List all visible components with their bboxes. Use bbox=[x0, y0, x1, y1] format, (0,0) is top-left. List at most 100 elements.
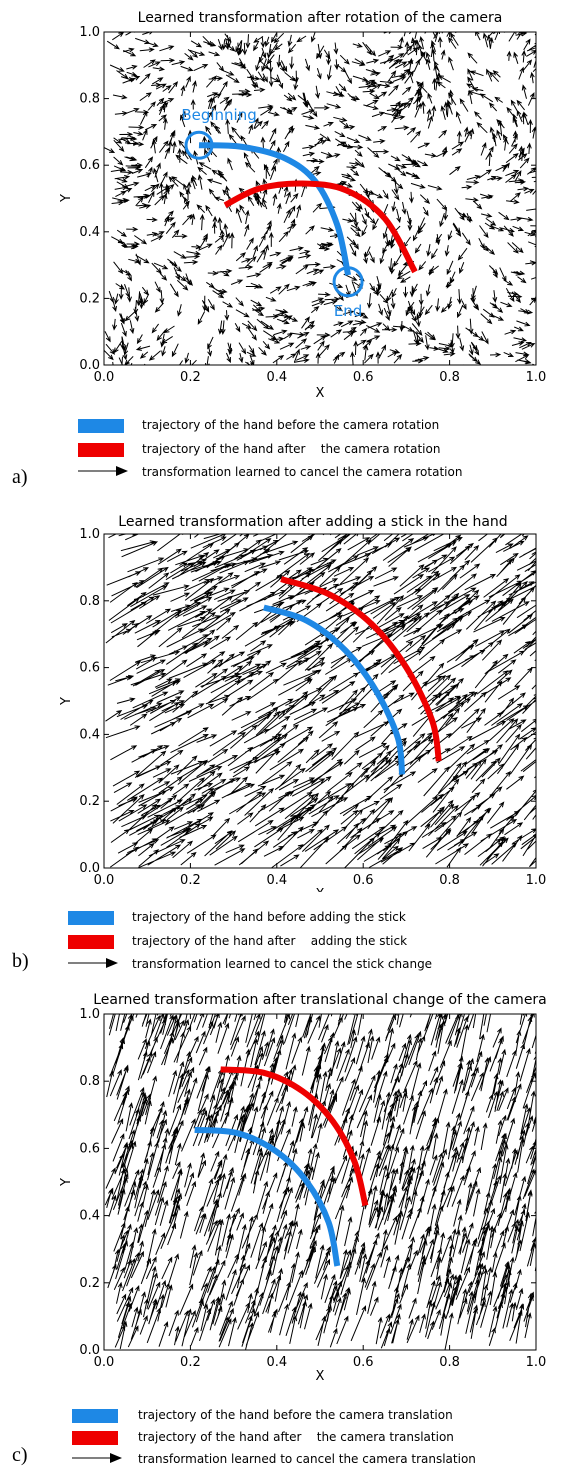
legend-label: trajectory of the hand before the camera… bbox=[138, 1408, 453, 1422]
trajectory-before bbox=[194, 1126, 341, 1267]
legend-label: trajectory of the hand after the camera … bbox=[142, 442, 441, 456]
y-tick-label: 0.4 bbox=[79, 727, 100, 742]
panel-label: a) bbox=[12, 466, 28, 488]
panel-a: Learned transformation after rotation of… bbox=[0, 0, 569, 500]
legend-swatch bbox=[72, 1431, 118, 1445]
y-tick-label: 0.0 bbox=[79, 358, 100, 373]
x-tick-label: 0.2 bbox=[180, 1355, 201, 1370]
trajectory-after bbox=[220, 1066, 369, 1207]
y-tick-label: 0.6 bbox=[79, 158, 100, 173]
x-tick-label: 1.0 bbox=[526, 370, 547, 385]
legend-label: trajectory of the hand before adding the… bbox=[132, 910, 406, 924]
legend-swatch bbox=[78, 419, 124, 433]
x-tick-label: 0.4 bbox=[266, 873, 287, 888]
y-tick-label: 0.8 bbox=[79, 92, 100, 107]
y-ticks: 0.0 0.2 0.4 0.6 0.8 1.0 bbox=[79, 1007, 536, 1358]
legend-label: trajectory of the hand after the camera … bbox=[138, 1430, 454, 1444]
plot-frame bbox=[103, 533, 537, 869]
y-tick-label: 0.6 bbox=[79, 1141, 100, 1156]
end-marker bbox=[332, 266, 364, 298]
x-tick-label: 0.4 bbox=[266, 1355, 287, 1370]
chart-c-svg: Learned transformation after translation… bbox=[59, 992, 547, 1382]
trajectory-after bbox=[223, 180, 418, 274]
arrow-icon bbox=[78, 466, 128, 476]
x-tick-label: 0.4 bbox=[266, 370, 287, 385]
arrow-icon bbox=[72, 1453, 122, 1463]
end-label: End bbox=[334, 302, 363, 320]
vector-field bbox=[104, 32, 536, 365]
chart-title: Learned transformation after adding a st… bbox=[118, 514, 507, 530]
x-tick-label: 0.0 bbox=[94, 370, 115, 385]
y-tick-label: 1.0 bbox=[79, 1007, 100, 1022]
y-axis-label: Y bbox=[59, 697, 74, 706]
y-tick-label: 0.8 bbox=[79, 594, 100, 609]
y-axis-label: Y bbox=[59, 1178, 74, 1187]
x-tick-label: 1.0 bbox=[526, 1355, 547, 1370]
x-axis-label: X bbox=[316, 887, 325, 892]
x-axis-label: X bbox=[316, 1369, 325, 1382]
legend-swatch bbox=[78, 443, 124, 457]
x-tick-label: 0.2 bbox=[180, 873, 201, 888]
beginning-label: Beginning bbox=[181, 106, 256, 124]
x-tick-label: 0.2 bbox=[180, 370, 201, 385]
trajectory-before bbox=[262, 604, 406, 775]
panel-b: Learned transformation after adding a st… bbox=[0, 500, 569, 982]
y-tick-label: 0.4 bbox=[79, 225, 100, 240]
x-ticks: 0.0 0.2 0.4 0.6 0.8 1.0 bbox=[94, 534, 547, 888]
y-ticks: 0.0 0.2 0.4 0.6 0.8 1.0 bbox=[79, 527, 536, 876]
x-tick-label: 0.0 bbox=[94, 1355, 115, 1370]
x-tick-label: 0.6 bbox=[353, 370, 374, 385]
panel-c: Learned transformation after translation… bbox=[0, 982, 569, 1476]
y-tick-label: 0.2 bbox=[79, 1276, 100, 1291]
x-tick-label: 0.6 bbox=[353, 873, 374, 888]
trajectories bbox=[262, 576, 442, 775]
legend-swatch bbox=[68, 911, 114, 925]
y-ticks: 0.0 0.2 0.4 0.6 0.8 1.0 bbox=[79, 25, 536, 373]
chart-title: Learned transformation after translation… bbox=[93, 992, 547, 1008]
vector-field bbox=[104, 1014, 536, 1350]
y-tick-label: 0.4 bbox=[79, 1209, 100, 1224]
trajectories bbox=[194, 1066, 369, 1267]
y-tick-label: 1.0 bbox=[79, 25, 100, 40]
plot-frame bbox=[103, 1013, 537, 1351]
x-tick-label: 0.0 bbox=[94, 873, 115, 888]
x-tick-label: 0.6 bbox=[353, 1355, 374, 1370]
chart-b-svg: Learned transformation after adding a st… bbox=[59, 514, 547, 892]
vector-arrows bbox=[104, 1014, 536, 1350]
trajectory-before bbox=[198, 142, 352, 276]
legend-label: transformation learned to cancel the cam… bbox=[138, 1452, 476, 1466]
y-axis-label: Y bbox=[59, 194, 74, 203]
panel-label: b) bbox=[12, 950, 29, 972]
vector-arrows bbox=[104, 32, 536, 365]
beginning-marker bbox=[184, 130, 214, 160]
vector-arrows bbox=[105, 534, 536, 868]
y-tick-label: 1.0 bbox=[79, 527, 100, 542]
chart-title: Learned transformation after rotation of… bbox=[138, 10, 503, 26]
y-tick-label: 0.0 bbox=[79, 861, 100, 876]
y-tick-label: 0.0 bbox=[79, 1343, 100, 1358]
x-ticks: 0.0 0.2 0.4 0.6 0.8 1.0 bbox=[94, 32, 547, 385]
y-tick-label: 0.2 bbox=[79, 794, 100, 809]
legend-swatch bbox=[72, 1409, 118, 1423]
trajectory-after bbox=[280, 576, 442, 762]
legend-label: transformation learned to cancel the sti… bbox=[132, 957, 433, 971]
plot-frame bbox=[103, 31, 537, 366]
legend-label: trajectory of the hand before the camera… bbox=[142, 418, 440, 432]
panel-label: c) bbox=[12, 1444, 28, 1466]
arrow-icon bbox=[68, 958, 118, 968]
trajectories bbox=[198, 142, 418, 276]
y-tick-label: 0.2 bbox=[79, 291, 100, 306]
legend-swatch bbox=[68, 935, 114, 949]
y-tick-label: 0.8 bbox=[79, 1074, 100, 1089]
x-axis-label: X bbox=[316, 386, 325, 400]
vector-field bbox=[105, 534, 536, 868]
x-tick-label: 0.8 bbox=[439, 1355, 460, 1370]
legend-label: trajectory of the hand after adding the … bbox=[132, 934, 408, 948]
x-tick-label: 0.8 bbox=[439, 370, 460, 385]
x-tick-label: 1.0 bbox=[526, 873, 547, 888]
chart-a-svg: Learned transformation after rotation of… bbox=[59, 10, 547, 400]
x-ticks: 0.0 0.2 0.4 0.6 0.8 1.0 bbox=[94, 1014, 547, 1370]
y-tick-label: 0.6 bbox=[79, 661, 100, 676]
x-tick-label: 0.8 bbox=[439, 873, 460, 888]
legend-label: transformation learned to cancel the cam… bbox=[142, 465, 463, 479]
